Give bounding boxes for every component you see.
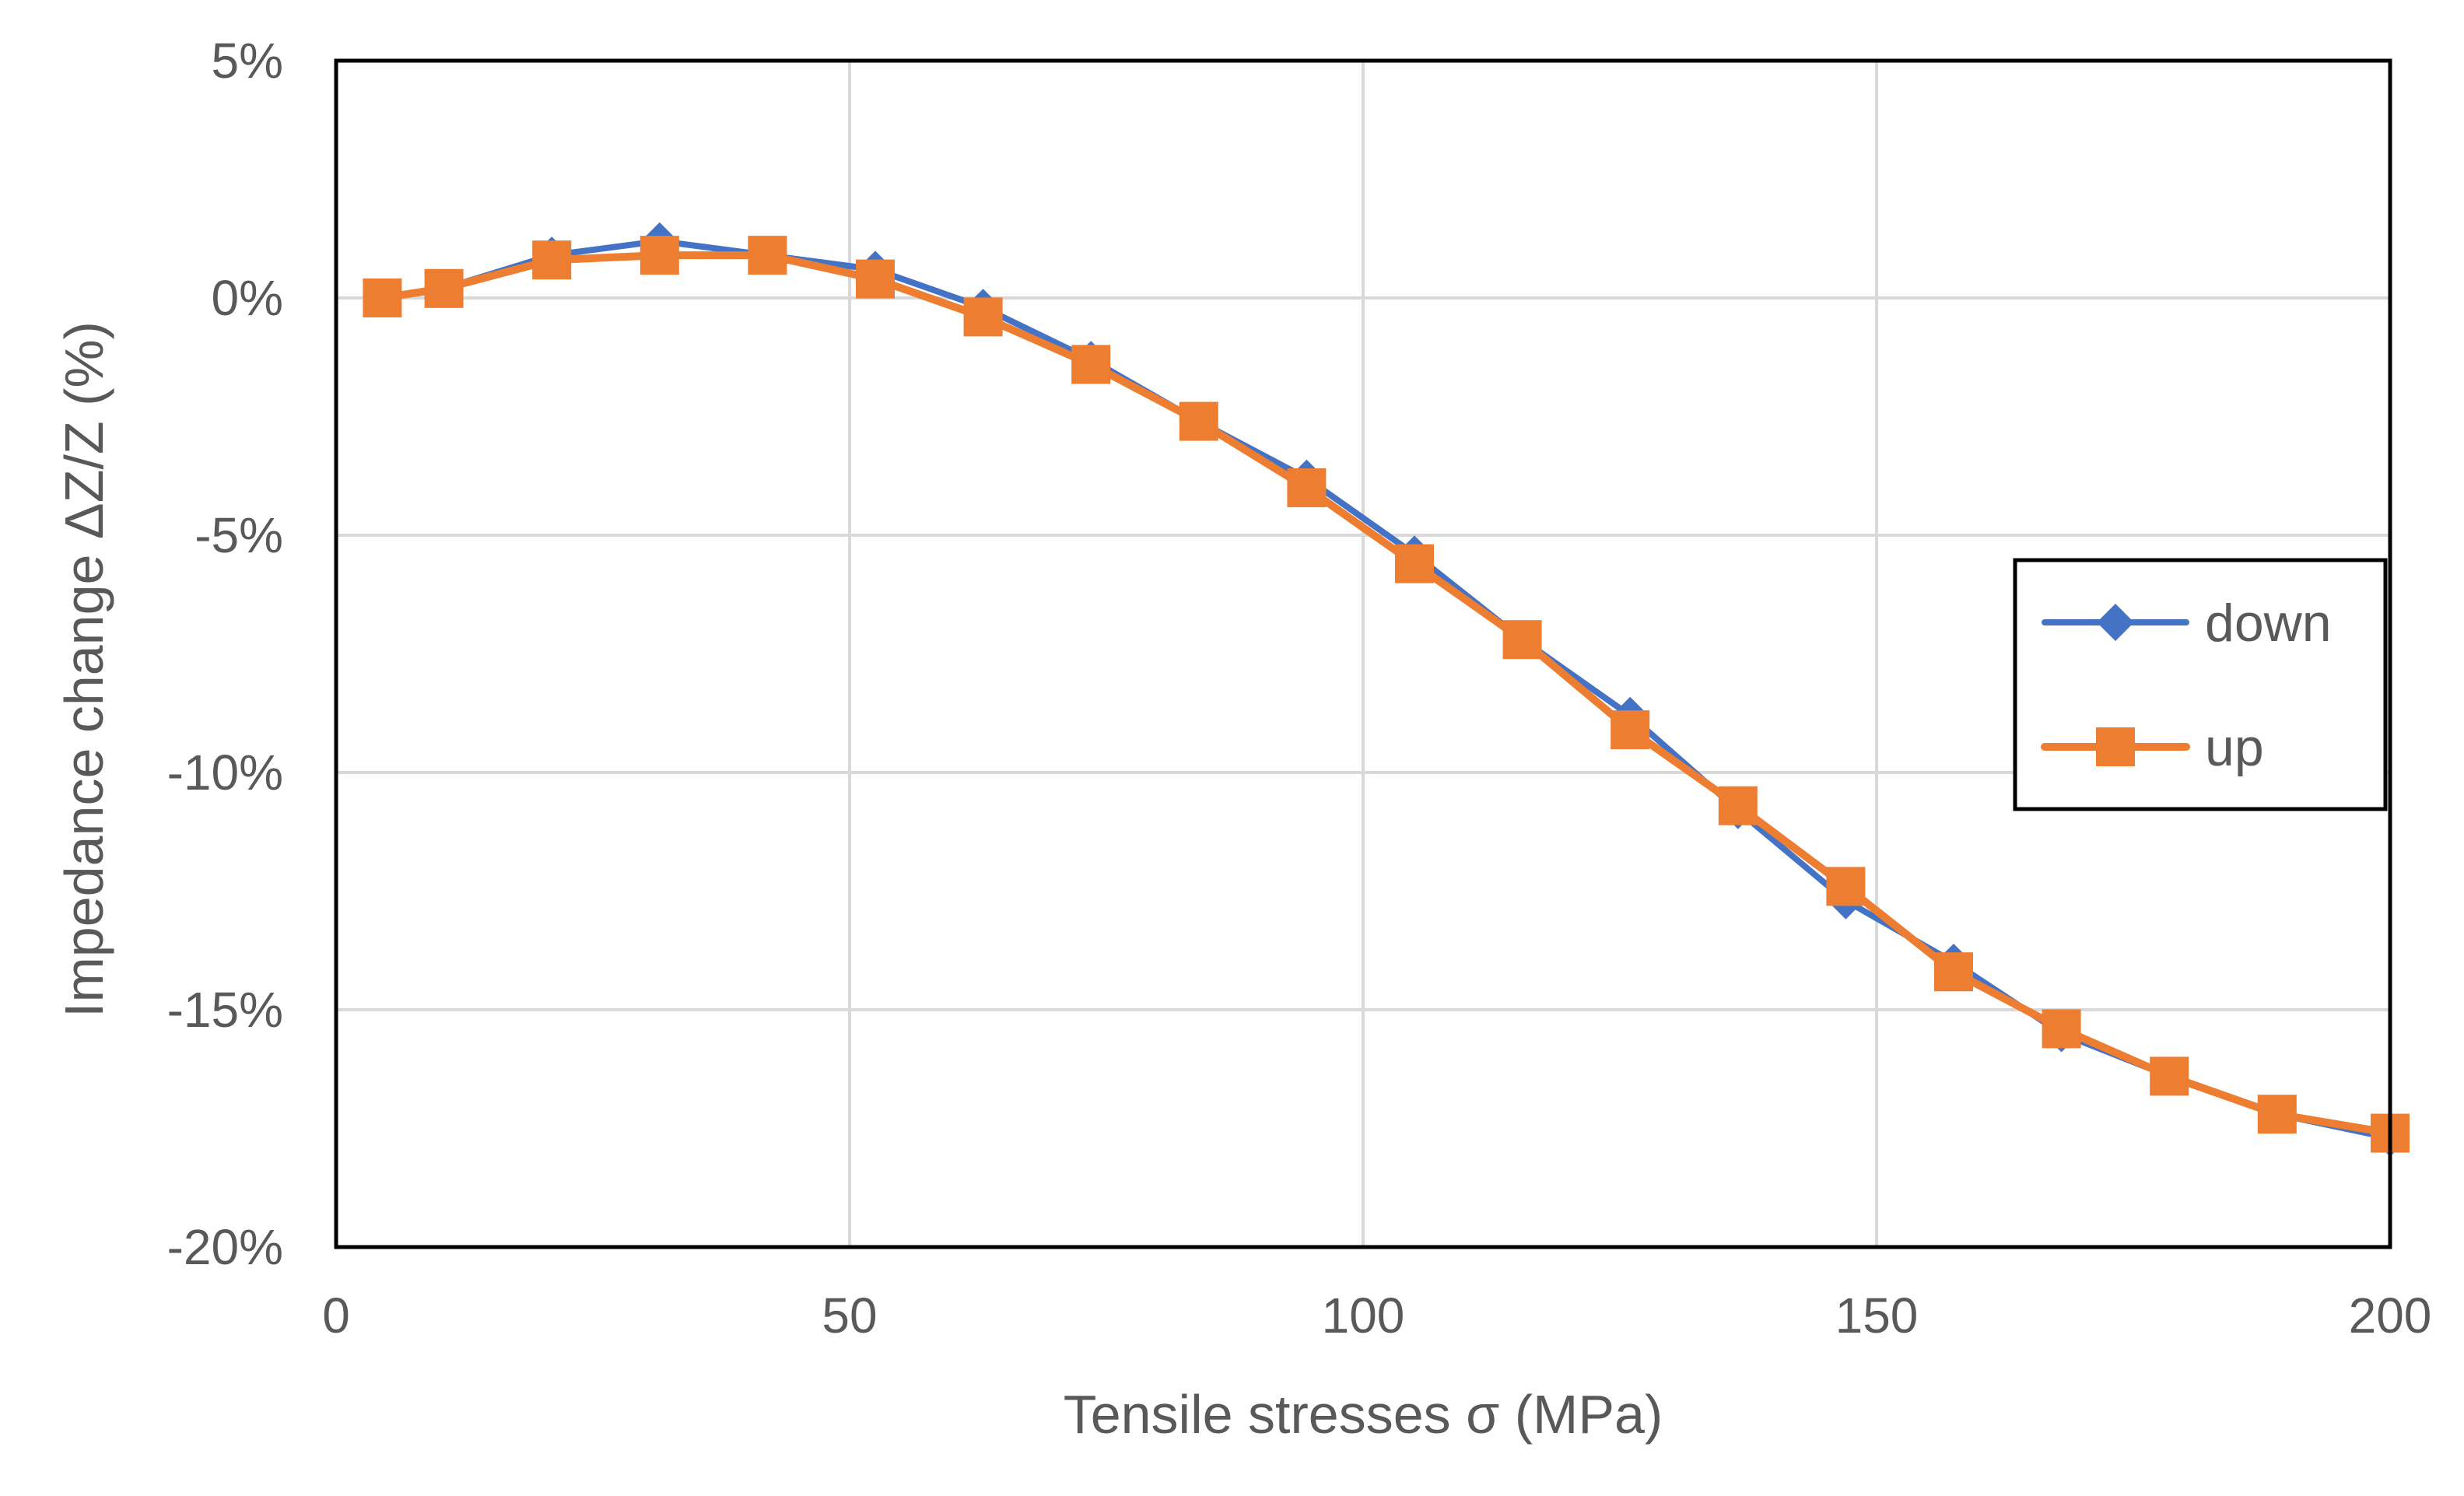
data-point-up (748, 236, 787, 275)
legend-item-down: down (2042, 594, 2332, 653)
data-point-up (1071, 345, 1111, 384)
legend-marker (2096, 727, 2135, 766)
data-point-up (1179, 401, 1218, 441)
x-tick-label: 100 (1322, 1288, 1405, 1344)
data-point-up (640, 236, 679, 275)
axis-ticks: 0 50 100 150 200 5% 0% -5% -10% -15% -20% (167, 33, 2432, 1344)
y-axis-title: Impedance change ΔZ/Z (%) (54, 321, 114, 1018)
data-point-up (2042, 1009, 2081, 1049)
data-point-up (2150, 1056, 2189, 1096)
y-tick-label: -10% (167, 744, 283, 801)
legend-box (2013, 558, 2388, 811)
legend-item-up: up (2041, 718, 2264, 777)
y-tick-label: -20% (167, 1219, 283, 1275)
x-tick-label: 50 (822, 1288, 877, 1344)
data-point-up (1826, 867, 1866, 906)
data-point-up (856, 259, 895, 299)
y-tick-label: -5% (195, 507, 283, 563)
legend: down up (2013, 558, 2388, 811)
y-tick-label: -15% (167, 982, 283, 1038)
data-point-up (1395, 544, 1434, 583)
x-tick-label: 150 (1835, 1288, 1919, 1344)
data-point-up (1611, 710, 1650, 750)
x-tick-label: 0 (322, 1288, 350, 1344)
series-up (363, 236, 2410, 1153)
data-point-up (1287, 468, 1327, 507)
data-point-up (363, 279, 402, 317)
legend-marker (2097, 604, 2134, 641)
gridlines (336, 61, 2390, 1247)
plot-area-border (334, 58, 2392, 1249)
series-group (363, 222, 2410, 1157)
x-axis-title: Tensile stresses σ (MPa) (1064, 1384, 1663, 1445)
data-point-up (2257, 1095, 2297, 1134)
data-point-up (963, 297, 1003, 337)
data-point-up (1502, 620, 1542, 660)
data-point-up (424, 268, 464, 308)
y-tick-label: 0% (212, 270, 284, 326)
legend-label: up (2205, 718, 2264, 777)
y-tick-label: 5% (212, 33, 284, 89)
x-tick-label: 200 (2349, 1288, 2432, 1344)
legend-label: down (2205, 594, 2332, 653)
data-point-up (1934, 952, 1973, 992)
data-point-up (532, 240, 572, 280)
data-point-up (1718, 786, 1758, 825)
